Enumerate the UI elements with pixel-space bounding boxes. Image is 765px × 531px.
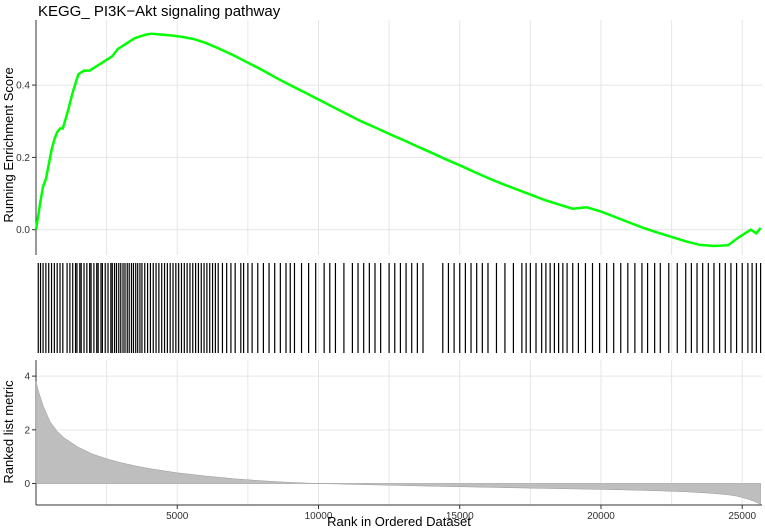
ranked-metric-y-axis-title: Ranked list metric xyxy=(1,380,16,484)
chart-title: KEGG_ PI3K−Akt signaling pathway xyxy=(38,3,281,20)
ranked-metric-y-ticks: 0 2 4 xyxy=(24,372,36,490)
x-tick-label: 5000 xyxy=(166,511,189,522)
x-tick-label: 15000 xyxy=(446,511,474,522)
y-tick-label: 0.2 xyxy=(16,153,30,164)
y-tick-label: 4 xyxy=(24,372,30,383)
y-tick-label: 0.0 xyxy=(16,225,30,236)
enrichment-grid xyxy=(36,20,762,255)
ranked-metric-panel: 0 2 4 5000 10000 15000 20000 25000 Ranked list… xyxy=(1,360,762,529)
y-tick-label: 2 xyxy=(24,425,30,436)
x-tick-label: 25000 xyxy=(728,511,756,522)
y-tick-label: 0.4 xyxy=(16,81,30,92)
enrichment-y-axis-title: Running Enrichment Score xyxy=(1,67,16,222)
gene-hit-marks xyxy=(37,263,762,353)
ranked-metric-x-ticks: 5000 10000 15000 20000 25000 xyxy=(166,505,757,522)
enrichment-y-ticks: 0.0 0.2 0.4 xyxy=(16,81,36,236)
enrichment-panel: 0.0 0.2 0.4 Running Enrichment Score xyxy=(1,20,762,255)
gene-hits-grid xyxy=(106,263,743,353)
y-tick-label: 0 xyxy=(24,479,30,490)
x-axis-title: Rank in Ordered Dataset xyxy=(327,514,471,529)
x-tick-label: 20000 xyxy=(587,511,615,522)
enrichment-score-line xyxy=(34,32,762,248)
gene-hits-panel xyxy=(37,263,762,353)
ranked-metric-area xyxy=(35,381,761,505)
x-tick-label: 10000 xyxy=(305,511,333,522)
